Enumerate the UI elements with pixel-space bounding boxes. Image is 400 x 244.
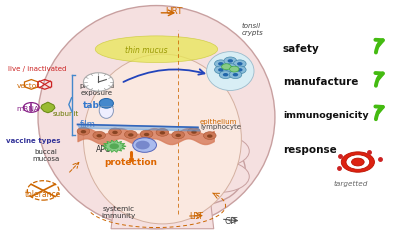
Circle shape [77, 127, 90, 135]
Circle shape [224, 57, 237, 65]
Circle shape [233, 73, 238, 76]
Circle shape [219, 71, 232, 79]
Text: lymphocyte: lymphocyte [200, 124, 241, 130]
Text: tablet: tablet [83, 101, 113, 110]
Circle shape [96, 134, 102, 137]
Circle shape [230, 66, 239, 72]
Text: targetted: targetted [334, 181, 368, 187]
Circle shape [136, 141, 150, 149]
Text: vector: vector [16, 83, 40, 89]
Text: safety: safety [283, 44, 320, 54]
Circle shape [93, 131, 106, 139]
Text: live / inactivated: live / inactivated [8, 66, 66, 72]
Circle shape [160, 131, 165, 134]
Circle shape [110, 143, 119, 149]
Circle shape [133, 138, 156, 152]
Text: response: response [283, 145, 336, 155]
Circle shape [222, 64, 231, 70]
Circle shape [237, 62, 242, 65]
Circle shape [224, 63, 237, 71]
Text: thin mucus: thin mucus [125, 46, 168, 55]
Ellipse shape [190, 161, 249, 192]
Text: buccal
mucosa: buccal mucosa [32, 150, 60, 163]
Circle shape [176, 134, 181, 137]
Circle shape [346, 155, 370, 169]
Circle shape [188, 128, 200, 135]
Circle shape [352, 158, 364, 166]
Circle shape [214, 66, 227, 74]
Polygon shape [78, 124, 200, 131]
Text: APC: APC [96, 145, 111, 154]
Text: vaccine types: vaccine types [6, 138, 61, 144]
Circle shape [140, 130, 153, 138]
Circle shape [214, 60, 227, 68]
Text: film: film [80, 120, 96, 129]
Text: immunogenicity: immunogenicity [283, 112, 368, 121]
Circle shape [234, 66, 246, 74]
Text: GIT: GIT [225, 217, 238, 226]
Circle shape [228, 59, 233, 62]
Text: URT: URT [165, 7, 182, 16]
Text: protection: protection [104, 158, 157, 167]
Text: LRT: LRT [189, 212, 203, 221]
Ellipse shape [207, 52, 254, 91]
Text: tolerance: tolerance [25, 190, 61, 199]
Text: manufacture: manufacture [283, 77, 358, 87]
Circle shape [109, 128, 121, 136]
Polygon shape [41, 102, 55, 113]
Ellipse shape [38, 6, 275, 229]
Circle shape [191, 130, 197, 134]
Ellipse shape [84, 54, 241, 224]
Circle shape [204, 132, 216, 140]
Ellipse shape [95, 36, 218, 62]
Text: epithelium: epithelium [200, 119, 237, 125]
Ellipse shape [99, 99, 114, 108]
Ellipse shape [190, 135, 249, 167]
Circle shape [228, 66, 233, 69]
Text: mRNA: mRNA [16, 106, 39, 112]
Polygon shape [102, 140, 126, 152]
Circle shape [218, 62, 224, 65]
Circle shape [128, 133, 134, 137]
Circle shape [234, 60, 246, 68]
Circle shape [223, 73, 228, 76]
Circle shape [237, 68, 242, 71]
Text: subunit: subunit [53, 111, 79, 117]
Text: prolonged
exposure: prolonged exposure [79, 83, 114, 96]
Circle shape [84, 73, 114, 91]
Ellipse shape [99, 103, 114, 118]
Polygon shape [111, 195, 214, 229]
Ellipse shape [158, 137, 245, 204]
Circle shape [81, 130, 86, 133]
Circle shape [124, 131, 137, 138]
Circle shape [218, 68, 224, 71]
Circle shape [112, 131, 118, 134]
Circle shape [341, 152, 374, 172]
Text: tonsil
crypts: tonsil crypts [241, 23, 263, 36]
Circle shape [229, 71, 242, 79]
Text: systemic
immunity: systemic immunity [102, 206, 136, 220]
Circle shape [207, 134, 212, 138]
Circle shape [172, 131, 184, 139]
Circle shape [144, 133, 149, 136]
Circle shape [156, 128, 169, 136]
